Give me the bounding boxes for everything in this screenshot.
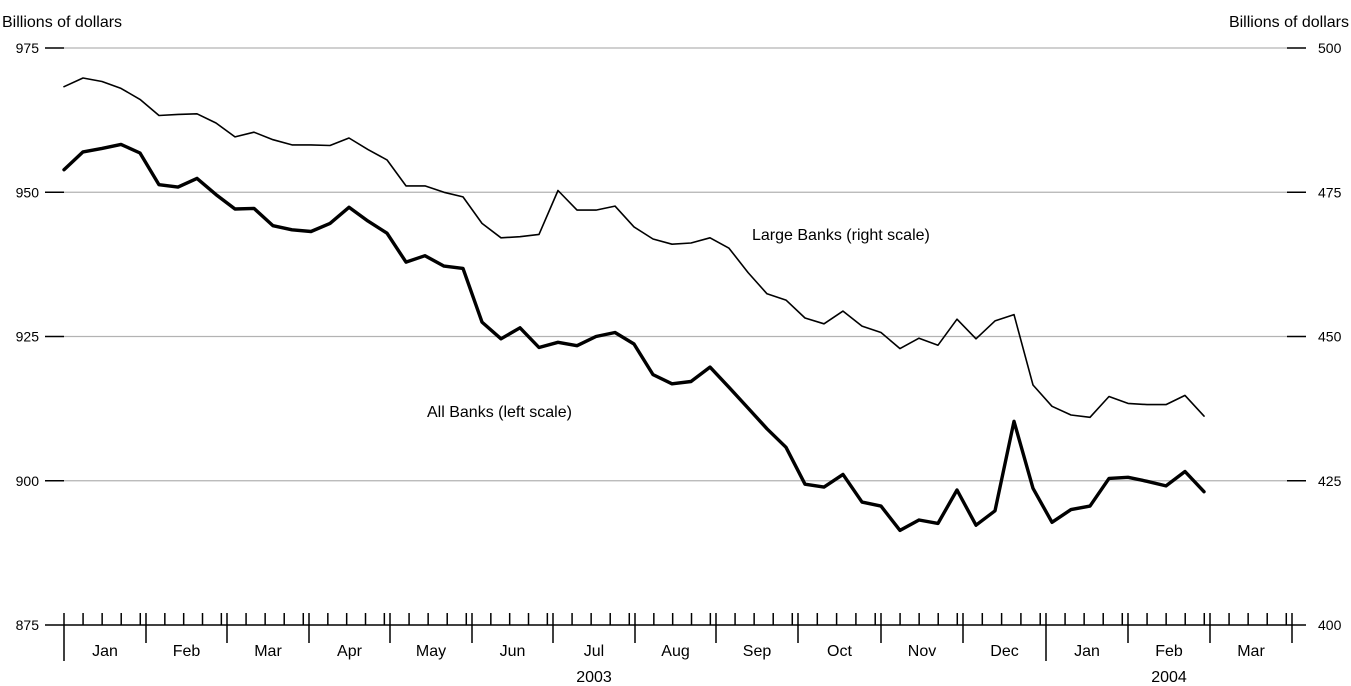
- right-tick-label: 500: [1318, 40, 1342, 56]
- axes-layer: 875 400 900 425 925 450 950 475 975 500 Jan Feb Mar A…: [16, 40, 1342, 686]
- right-axis-title: Billions of dollars: [1229, 14, 1349, 31]
- month-label: Mar: [254, 643, 282, 660]
- right-tick-label: 425: [1318, 473, 1342, 489]
- month-label: Jan: [92, 643, 118, 660]
- right-tick-label: 400: [1318, 617, 1342, 633]
- left-tick-label: 875: [16, 617, 40, 633]
- month-label: Jan: [1074, 643, 1100, 660]
- year-label: 2003: [576, 669, 612, 686]
- series-label-all-banks: All Banks (left scale): [427, 404, 572, 421]
- month-label: Sep: [743, 643, 772, 660]
- month-label: Jul: [584, 643, 604, 660]
- month-label: Feb: [173, 643, 201, 660]
- month-label: Apr: [337, 643, 363, 660]
- month-label: Dec: [990, 643, 1018, 660]
- left-tick-label: 900: [16, 473, 40, 489]
- month-label: Jun: [500, 643, 526, 660]
- series-line-all-banks: [62, 142, 1206, 533]
- month-label: Mar: [1237, 643, 1265, 660]
- left-tick-label: 975: [16, 40, 40, 56]
- series-label-large-banks: Large Banks (right scale): [752, 227, 930, 244]
- left-tick-label: 950: [16, 184, 40, 200]
- month-label: Feb: [1155, 643, 1183, 660]
- series-line-large-banks: [63, 77, 1205, 419]
- right-tick-label: 450: [1318, 329, 1342, 345]
- month-label: Oct: [827, 643, 852, 660]
- left-axis-title: Billions of dollars: [2, 14, 122, 31]
- month-label: Aug: [661, 643, 689, 660]
- month-label: Nov: [908, 643, 936, 660]
- right-tick-label: 475: [1318, 184, 1342, 200]
- grid-layer: [64, 47, 1287, 482]
- month-label: May: [416, 643, 446, 660]
- series-layer: [62, 77, 1206, 533]
- left-tick-label: 925: [16, 329, 40, 345]
- year-label: 2004: [1151, 669, 1187, 686]
